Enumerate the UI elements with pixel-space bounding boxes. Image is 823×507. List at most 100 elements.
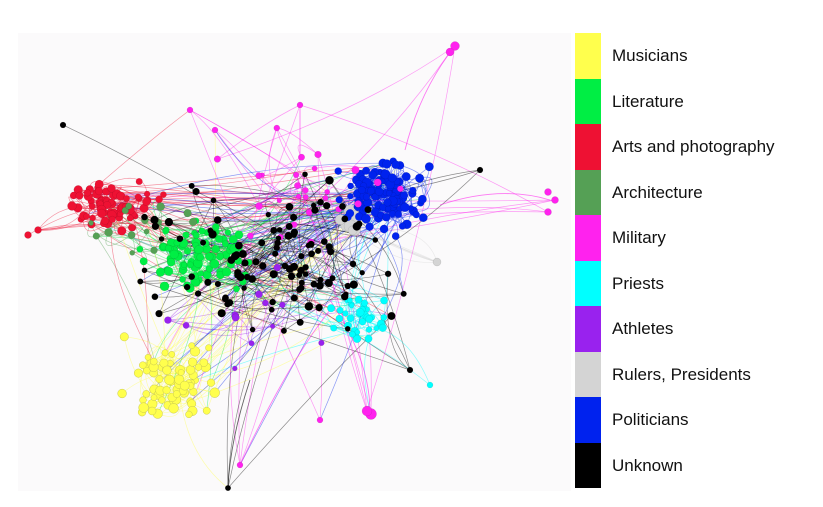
graph-node	[324, 278, 334, 288]
graph-node	[276, 226, 283, 233]
graph-edge	[261, 242, 358, 340]
graph-node	[34, 226, 42, 234]
graph-node	[368, 170, 378, 180]
graph-node	[315, 303, 323, 312]
graph-edge	[159, 357, 204, 380]
graph-node	[285, 265, 294, 274]
legend-item-unknown: Unknown	[575, 442, 815, 488]
graph-node	[311, 165, 318, 172]
graph-node	[186, 106, 194, 114]
graph-node	[164, 374, 175, 386]
graph-node	[287, 272, 296, 281]
graph-edge	[189, 109, 328, 193]
graph-node	[143, 228, 150, 235]
graph-node	[295, 193, 302, 200]
graph-edge	[144, 269, 314, 286]
graph-node	[270, 226, 278, 235]
graph-node	[252, 258, 260, 266]
graph-edge	[328, 282, 371, 320]
graph-node	[269, 323, 276, 329]
graph-edge	[185, 325, 273, 336]
graph-node	[382, 213, 391, 222]
graph-node	[417, 194, 427, 204]
graph-node	[365, 326, 373, 333]
graph-node	[302, 263, 309, 271]
graph-edge	[195, 191, 279, 239]
graph-edge	[168, 221, 331, 253]
graph-node	[276, 197, 282, 204]
graph-node	[108, 215, 116, 223]
graph-node	[324, 189, 331, 195]
legend-swatch-politicians	[575, 397, 601, 443]
graph-node	[211, 126, 219, 134]
graph-node	[161, 349, 169, 357]
graph-node	[182, 231, 190, 239]
legend-swatch-architecture	[575, 169, 601, 215]
graph-edge	[161, 174, 306, 240]
graph-edge	[227, 379, 251, 489]
legend-swatch-musicians	[575, 33, 601, 79]
graph-edge	[160, 206, 364, 221]
graph-node	[216, 252, 224, 261]
graph-node	[117, 226, 127, 236]
graph-node	[396, 185, 404, 193]
graph-edge	[200, 248, 221, 267]
graph-node	[271, 250, 279, 258]
graph-node	[137, 278, 144, 285]
graph-node	[338, 202, 347, 210]
graph-node	[255, 202, 263, 210]
graph-node	[143, 190, 151, 198]
graph-node	[310, 280, 318, 288]
graph-edge	[105, 199, 188, 252]
graph-node	[246, 232, 254, 240]
graph-edge	[177, 214, 399, 390]
graph-node	[207, 227, 214, 234]
graph-node	[197, 270, 204, 277]
legend-label-athletes: Athletes	[612, 319, 674, 338]
graph-edge	[144, 269, 348, 330]
graph-edge	[278, 237, 404, 295]
graph-node	[236, 461, 244, 469]
graph-edge	[268, 127, 280, 201]
graph-edge	[276, 127, 339, 210]
graph-node	[135, 177, 143, 186]
legend-item-architecture: Architecture	[575, 169, 815, 215]
graph-node	[450, 41, 460, 51]
graph-edge	[98, 109, 191, 185]
graph-node	[268, 306, 275, 313]
graph-node	[317, 198, 325, 206]
legend-item-priests: Priests	[575, 260, 815, 306]
graph-node	[387, 311, 396, 321]
graph-node	[341, 215, 349, 223]
graph-edge	[191, 227, 355, 405]
graph-node	[202, 406, 211, 415]
graph-node	[215, 234, 224, 244]
graph-node	[224, 229, 232, 236]
graph-edge	[190, 317, 372, 402]
graph-edge	[90, 222, 172, 263]
graph-node	[166, 258, 176, 267]
graph-node	[179, 275, 187, 283]
graph-node	[155, 309, 163, 318]
graph-node	[180, 261, 188, 269]
graph-nodes	[24, 41, 559, 492]
graph-node	[183, 283, 191, 291]
graph-edge	[333, 327, 431, 386]
graph-node	[88, 202, 96, 210]
graph-edge	[37, 205, 93, 231]
graph-node	[361, 405, 373, 417]
graph-node	[355, 308, 365, 317]
graph-node	[204, 278, 212, 287]
graph-node	[401, 172, 411, 182]
graph-node	[75, 191, 84, 200]
graph-edge	[289, 206, 343, 270]
graph-node	[382, 159, 392, 169]
graph-node	[147, 406, 157, 416]
graph-edge	[153, 257, 201, 368]
graph-node	[273, 124, 281, 132]
graph-node	[97, 208, 107, 219]
graph-node	[308, 250, 316, 258]
graph-node	[188, 273, 196, 281]
graph-node	[249, 326, 256, 333]
graph-node	[409, 186, 417, 195]
